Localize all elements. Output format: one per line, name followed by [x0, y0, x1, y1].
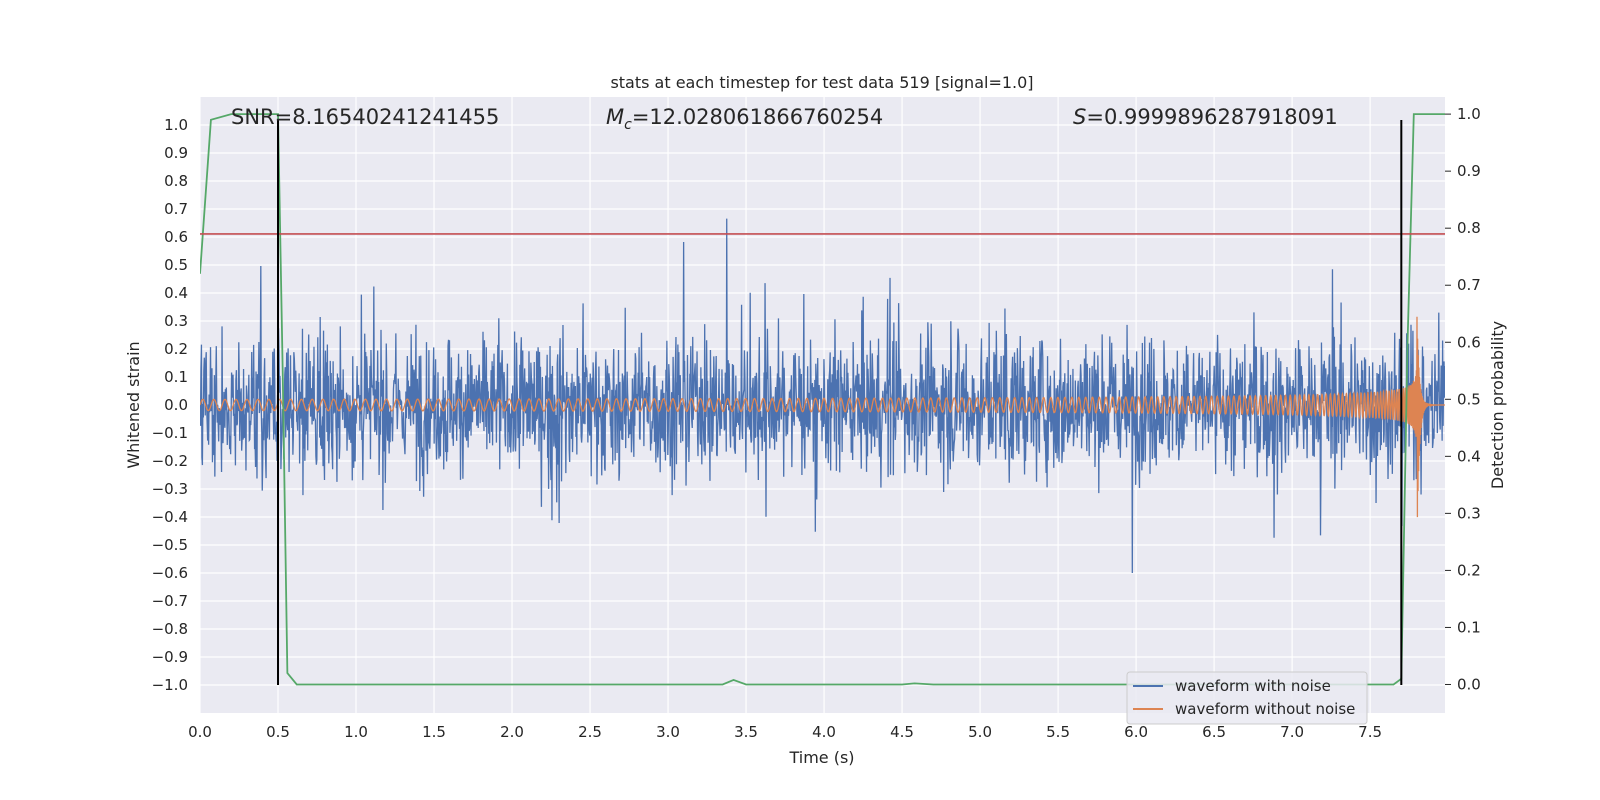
- chirp-mass-value: =12.028061866760254: [632, 105, 883, 129]
- snr-annotation: SNR=8.16540241241455: [231, 105, 499, 129]
- y-tick-label: −1.0: [152, 676, 188, 694]
- y-tick-label: 0.5: [164, 256, 188, 274]
- y-tick-label: 0.9: [164, 144, 188, 162]
- x-tick-label: 2.0: [500, 723, 524, 741]
- y-right-tick-label: 0.2: [1457, 561, 1481, 579]
- chirp-mass-annotation: Mc=12.028061866760254: [606, 105, 883, 133]
- y-axis-label: Whitened strain: [124, 341, 143, 468]
- legend-label-noise: waveform with noise: [1175, 677, 1331, 695]
- y-tick-label: 0.0: [164, 396, 188, 414]
- chart-title: stats at each timestep for test data 519…: [610, 73, 1033, 92]
- y-tick-label: 0.7: [164, 200, 188, 218]
- x-tick-label: 1.0: [344, 723, 368, 741]
- y-right-axis-ticks: 1.0 0.9 0.8 0.7 0.6 0.5 0.4 0.3 0.2 0.1 0.0: [1445, 105, 1481, 693]
- y-axis-ticks: 1.0 0.9 0.8 0.7 0.6 0.5 0.4 0.3 0.2 0.1 0.0 −0.1 −0.…: [152, 116, 188, 694]
- y-tick-label: 0.2: [164, 340, 188, 358]
- y-right-tick-label: 0.1: [1457, 618, 1481, 636]
- y-right-tick-label: 0.6: [1457, 333, 1481, 351]
- y-tick-label: −0.7: [152, 592, 188, 610]
- legend: waveform with noise waveform without noi…: [1126, 671, 1368, 725]
- y-tick-label: −0.6: [152, 564, 188, 582]
- legend-label-chirp: waveform without noise: [1175, 700, 1355, 718]
- y-tick-label: 0.4: [164, 284, 188, 302]
- y-tick-label: 1.0: [164, 116, 188, 134]
- x-tick-label: 6.5: [1202, 723, 1226, 741]
- y-tick-label: −0.9: [152, 648, 188, 666]
- y-tick-label: 0.8: [164, 172, 188, 190]
- y-right-tick-label: 0.8: [1457, 219, 1481, 237]
- y-right-tick-label: 0.9: [1457, 162, 1481, 180]
- y-tick-label: −0.5: [152, 536, 188, 554]
- x-axis-ticks: 0.0 0.5 1.0 1.5 2.0 2.5 3.0 3.5 4.0 4.5 5.0 5.5 6.0 6…: [188, 723, 1382, 741]
- y-tick-label: −0.4: [152, 508, 188, 526]
- significance-annotation: S=0.9999896287918091: [1073, 105, 1338, 129]
- x-tick-label: 7.5: [1358, 723, 1382, 741]
- x-tick-label: 5.0: [968, 723, 992, 741]
- y-tick-label: −0.3: [152, 480, 188, 498]
- y-right-tick-label: 0.4: [1457, 447, 1481, 465]
- x-axis-label: Time (s): [788, 748, 854, 767]
- y-right-tick-label: 0.7: [1457, 276, 1481, 294]
- chirp-line: [200, 316, 1445, 518]
- y-tick-label: 0.1: [164, 368, 188, 386]
- y-right-tick-label: 0.0: [1457, 675, 1481, 693]
- chirp-mass-symbol: M: [606, 105, 624, 129]
- x-tick-label: 5.5: [1046, 723, 1070, 741]
- x-tick-label: 3.0: [656, 723, 680, 741]
- y-right-tick-label: 0.5: [1457, 390, 1481, 408]
- marker-lines: [277, 120, 1403, 685]
- series-detection-probability: [200, 113, 1445, 686]
- x-tick-label: 6.0: [1124, 723, 1148, 741]
- y-tick-label: 0.6: [164, 228, 188, 246]
- y-tick-label: −0.2: [152, 452, 188, 470]
- x-tick-label: 2.5: [578, 723, 602, 741]
- x-tick-label: 0.5: [266, 723, 290, 741]
- x-tick-label: 4.0: [812, 723, 836, 741]
- significance-value: =0.9999896287918091: [1086, 105, 1337, 129]
- x-tick-label: 3.5: [734, 723, 758, 741]
- x-tick-label: 4.5: [890, 723, 914, 741]
- chirp-mass-subscript: c: [624, 117, 632, 133]
- x-tick-label: 7.0: [1280, 723, 1304, 741]
- legend-box: [1126, 671, 1368, 725]
- y-tick-label: 0.3: [164, 312, 188, 330]
- x-tick-label: 1.5: [422, 723, 446, 741]
- y-tick-label: −0.1: [152, 424, 188, 442]
- x-tick-label: 0.0: [188, 723, 212, 741]
- series-waveform-without-noise: [200, 316, 1445, 518]
- probability-line: [200, 113, 1445, 686]
- y-right-tick-label: 1.0: [1457, 105, 1481, 123]
- significance-symbol: S: [1073, 105, 1086, 129]
- y-tick-label: −0.8: [152, 620, 188, 638]
- y-right-axis-label: Detection probability: [1488, 321, 1507, 489]
- y-right-tick-label: 0.3: [1457, 504, 1481, 522]
